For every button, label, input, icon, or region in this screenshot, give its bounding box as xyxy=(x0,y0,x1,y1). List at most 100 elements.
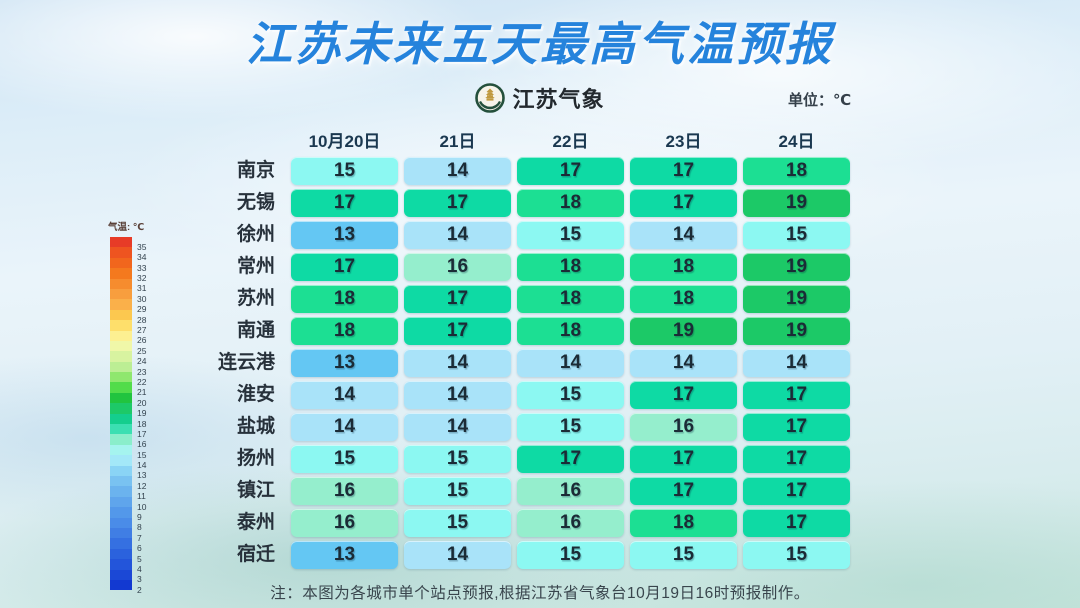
legend-tick-label: 8 xyxy=(137,522,142,533)
city-label: 常州 xyxy=(236,256,275,277)
temp-cell: 14 xyxy=(404,157,511,185)
legend-entry: 21 xyxy=(104,382,146,396)
legend-swatch xyxy=(110,403,132,414)
legend-swatch xyxy=(110,559,132,570)
legend-swatch xyxy=(110,465,132,476)
temp-cell: 17 xyxy=(630,445,737,473)
legend-tick-label: 26 xyxy=(137,335,147,346)
column-header-date: 24日 xyxy=(778,132,815,151)
brand-row: 江苏气象 xyxy=(0,82,1080,114)
legend-tick-label: 32 xyxy=(137,273,147,284)
legend-tick-label: 13 xyxy=(137,470,147,481)
city-label: 泰州 xyxy=(236,512,275,533)
temp-cell: 14 xyxy=(517,349,624,377)
legend-entry: 29 xyxy=(104,299,146,313)
legend-swatch xyxy=(110,475,132,487)
legend-tick-label: 21 xyxy=(137,387,147,398)
legend-tick-label: 25 xyxy=(137,345,147,356)
legend-tick-label: 28 xyxy=(137,314,147,325)
legend-entry: 8 xyxy=(104,517,146,531)
temp-cell: 17 xyxy=(630,477,737,505)
temp-cell: 15 xyxy=(517,541,624,569)
legend-tick-label: 24 xyxy=(137,356,147,367)
legend-entry: 33 xyxy=(104,257,146,272)
temp-cell: 16 xyxy=(630,413,737,441)
table-row: 常州 17 16 18 18 19 xyxy=(193,253,850,281)
temp-cell: 17 xyxy=(743,413,850,441)
temp-cell: 18 xyxy=(517,189,624,217)
temp-cell: 14 xyxy=(743,349,850,377)
legend-tick-label: 35 xyxy=(137,241,147,252)
temp-cell: 18 xyxy=(517,285,624,313)
logo-text: 江苏气象 xyxy=(512,87,605,112)
legend-tick-label: 16 xyxy=(137,439,147,450)
legend-swatch xyxy=(110,569,132,580)
table-header-row: 10月20日 21日 22日 23日 24日 xyxy=(193,131,850,153)
legend-swatch xyxy=(110,237,132,248)
legend-entry: 5 xyxy=(104,548,146,563)
legend-swatch xyxy=(110,507,132,518)
legend-tick-label: 29 xyxy=(137,304,147,315)
legend-entry: 19 xyxy=(104,403,146,417)
legend-tick-label: 34 xyxy=(137,252,147,263)
city-label: 宿迁 xyxy=(236,544,275,565)
table-row: 苏州 18 17 18 18 19 xyxy=(193,285,850,313)
table-row: 盐城 14 14 15 16 17 xyxy=(193,413,850,441)
legend-entry: 28 xyxy=(104,309,146,324)
temp-cell: 17 xyxy=(630,381,737,409)
table-body: 南京 15 14 17 17 18 无锡 17 17 18 17 19 徐州 13 14 15 14 15 常州 17… xyxy=(193,157,850,569)
legend-entry: 32 xyxy=(104,268,146,282)
legend-entry: 13 xyxy=(104,465,146,479)
legend-swatch xyxy=(110,413,132,425)
legend-swatch xyxy=(110,455,132,466)
forecast-table: 10月20日 21日 22日 23日 24日 南京 15 14 17 17 18 无锡 17 17 18 1… xyxy=(193,131,850,573)
legend-tick-label: 14 xyxy=(137,460,147,471)
city-label: 连云港 xyxy=(217,352,275,373)
temp-cell: 17 xyxy=(291,253,398,281)
temp-cell: 18 xyxy=(291,317,398,345)
legend-swatch xyxy=(110,299,132,310)
legend-tick-label: 2 xyxy=(137,584,142,595)
temp-cell: 15 xyxy=(291,445,398,473)
temp-cell: 18 xyxy=(517,253,624,281)
legend-tick-label: 6 xyxy=(137,543,142,554)
temp-cell: 17 xyxy=(743,477,850,505)
legend-entry: 2 xyxy=(104,579,146,594)
column-header-date: 21日 xyxy=(439,132,476,151)
legend-entry: 20 xyxy=(104,392,146,407)
legend-entry: 9 xyxy=(104,507,146,521)
column-header-date: 22日 xyxy=(552,132,589,151)
city-label: 扬州 xyxy=(236,448,275,469)
temp-cell: 16 xyxy=(517,477,624,505)
temp-cell: 19 xyxy=(743,189,850,217)
legend-tick-label: 22 xyxy=(137,376,147,387)
city-label: 南通 xyxy=(236,320,275,341)
legend-swatch xyxy=(110,278,132,289)
temp-cell: 17 xyxy=(743,509,850,537)
legend-swatch xyxy=(110,309,132,321)
legend-entry: 23 xyxy=(104,361,146,376)
temp-cell: 17 xyxy=(743,381,850,409)
temp-cell: 14 xyxy=(404,221,511,249)
temp-cell: 17 xyxy=(630,157,737,185)
legend-scale: 35 34 33 32 31 30 29 28 27 26 25 24 23 22 21 20 19 18 17 16… xyxy=(104,237,147,594)
city-label: 盐城 xyxy=(236,416,275,437)
legend-swatch xyxy=(110,496,132,508)
legend-entry: 26 xyxy=(104,330,146,344)
table-row: 连云港 13 14 14 14 14 xyxy=(193,349,850,377)
legend-tick-label: 30 xyxy=(137,293,147,304)
temp-cell: 19 xyxy=(743,317,850,345)
legend-swatch xyxy=(110,288,132,300)
temp-cell: 14 xyxy=(630,349,737,377)
legend-tick-label: 9 xyxy=(137,512,142,523)
temp-cell: 15 xyxy=(517,413,624,441)
temp-cell: 15 xyxy=(630,541,737,569)
temp-cell: 15 xyxy=(743,221,850,249)
temp-cell: 17 xyxy=(630,189,737,217)
table-row: 泰州 16 15 16 18 17 xyxy=(193,509,850,537)
temp-cell: 18 xyxy=(630,285,737,313)
temp-cell: 15 xyxy=(743,541,850,569)
temp-cell: 14 xyxy=(291,381,398,409)
legend-entry: 22 xyxy=(104,372,146,386)
